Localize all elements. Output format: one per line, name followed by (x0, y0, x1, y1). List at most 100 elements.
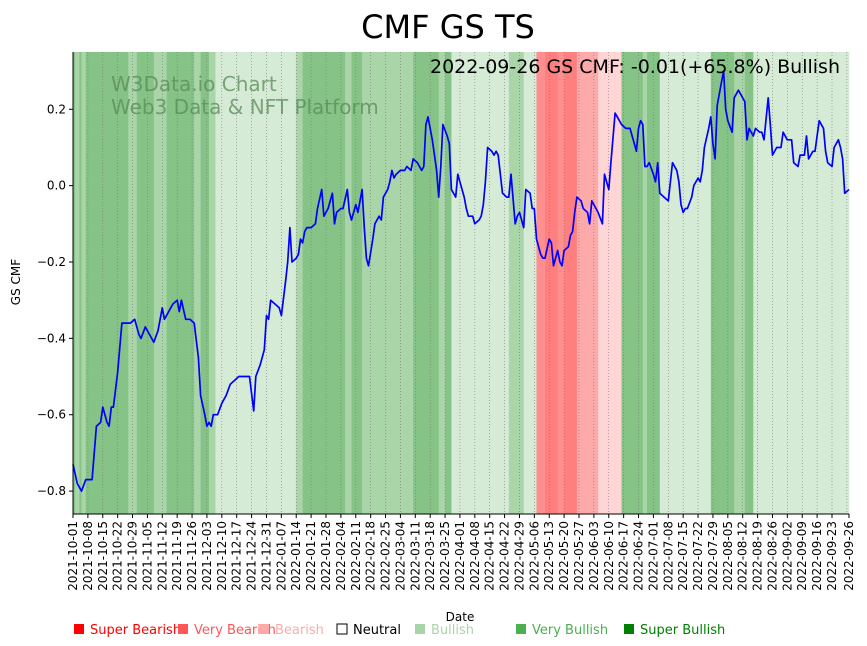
regime-band-neutral-green (523, 52, 537, 514)
x-tick-label: 2022-05-06 (527, 521, 541, 591)
regime-band-very-bullish (73, 52, 76, 514)
legend-label: Bearish (275, 623, 324, 638)
legend-label: Super Bullish (640, 623, 725, 638)
date-gridlines (72, 52, 848, 514)
regime-band-very-bearish (564, 52, 578, 514)
cmf-line (72, 70, 850, 492)
x-tick-label: 2022-08-26 (765, 521, 779, 591)
regime-band-bullish (362, 52, 414, 514)
regime-band-bullish (438, 52, 446, 514)
x-tick-label: 2022-07-01 (646, 521, 660, 591)
regime-band-very-bullish (136, 52, 155, 514)
x-tick-label: 2022-08-12 (736, 521, 750, 591)
x-tick-label: 2022-04-01 (453, 521, 467, 591)
x-tick-label: 2021-10-22 (111, 521, 125, 591)
x-tick-label: 2022-04-29 (512, 521, 526, 591)
regime-band-very-bullish (166, 52, 195, 514)
x-tick-label: 2022-03-11 (408, 521, 422, 591)
x-tick-label: 2021-10-15 (96, 521, 110, 591)
legend-label: Very Bullish (532, 623, 608, 638)
x-tick-label: 2021-10-29 (126, 521, 140, 591)
watermark-line-1: W3Data.io Chart (111, 72, 277, 96)
regime-band-neutral-green (451, 52, 510, 514)
x-tick-label: 2022-06-17 (617, 521, 631, 591)
legend: Super Bearish Very Bearish Bearish Neutral B… (74, 623, 725, 638)
legend-label: Very Bearish (194, 623, 276, 638)
regime-band-bullish (642, 52, 648, 514)
x-tick-label: 2022-05-20 (557, 521, 571, 591)
regime-band-bearish (576, 52, 584, 514)
x-tick-label: 2021-10-08 (81, 521, 95, 591)
y-tick-label: 0.2 (47, 102, 66, 116)
x-tick-label: 2022-09-02 (780, 521, 794, 591)
legend-swatch (624, 624, 634, 634)
axes (72, 52, 849, 515)
x-tick-label: 2022-03-04 (393, 521, 407, 591)
x-tick-label: 2022-09-23 (825, 521, 839, 591)
y-tick-label: −0.8 (37, 484, 66, 498)
x-tick-label: 2021-12-03 (200, 521, 214, 591)
x-tick-label: 2021-11-26 (185, 521, 199, 591)
regime-band-bearish-light (598, 52, 622, 514)
x-tick-label: 2022-07-15 (676, 521, 690, 591)
legend-swatch (415, 624, 425, 634)
x-tick-label: 2022-04-15 (483, 521, 497, 591)
regime-band-bullish (508, 52, 525, 514)
regime-band-very-bullish (351, 52, 363, 514)
regime-band-bullish (81, 52, 87, 514)
legend-label: Neutral (353, 623, 401, 638)
regime-band-neutral-green (215, 52, 297, 514)
x-tick-label: 2022-09-16 (810, 521, 824, 591)
x-tick-label: 2022-07-08 (661, 521, 675, 591)
regime-band-very-bearish (544, 52, 559, 514)
y-tick-label: −0.4 (37, 331, 66, 345)
regime-band-very-bullish (79, 52, 82, 514)
regime-band-very-bullish (744, 52, 754, 514)
regime-band-very-bullish (200, 52, 210, 514)
legend-swatch (259, 624, 269, 634)
legend-swatch (516, 624, 526, 634)
legend-swatch (74, 624, 84, 634)
x-tick-label: 2022-01-21 (304, 521, 318, 591)
legend-swatch (336, 623, 348, 635)
x-tick-label: 2022-01-14 (289, 521, 303, 591)
regime-band-very-bullish (621, 52, 631, 514)
watermark: W3Data.io Chart Web3 Data & NFT Platform (111, 72, 379, 119)
regime-band-bullish (296, 52, 303, 514)
legend-label: Bullish (431, 623, 474, 638)
x-tick-label: 2022-02-11 (349, 521, 363, 591)
regime-band-very-bullish (630, 52, 644, 514)
x-tick-label: 2022-08-19 (751, 521, 765, 591)
legend-label: Super Bearish (90, 623, 181, 638)
regime-band-bullish (75, 52, 80, 514)
x-tick-label: 2022-05-27 (572, 521, 586, 591)
y-tick-label: −0.2 (37, 255, 66, 269)
x-tick-label: 2022-03-25 (438, 521, 452, 591)
regime-band-neutral-green (753, 52, 850, 514)
x-tick-label: 2021-12-31 (259, 521, 273, 591)
x-tick-label: 2022-06-03 (587, 521, 601, 591)
x-tick-label: 2022-02-04 (334, 521, 348, 591)
x-tick-label: 2022-02-18 (364, 521, 378, 591)
x-tick-label: 2022-06-24 (632, 521, 646, 591)
regime-band-very-bullish (328, 52, 346, 514)
x-tick-label: 2022-03-18 (423, 521, 437, 591)
regime-band-bullish (153, 52, 167, 514)
x-tick-label: 2021-10-01 (66, 521, 80, 591)
regime-band-very-bullish (445, 52, 452, 514)
regime-band-bullish (734, 52, 746, 514)
regime-band-bullish (194, 52, 201, 514)
regime-band-very-bullish (85, 52, 116, 514)
x-axis-label: Date (446, 610, 475, 624)
headline-status: 2022-09-26 GS CMF: -0.01(+65.8%) Bullish (430, 56, 840, 78)
y-tick-label: −0.6 (37, 408, 66, 422)
regime-band-bearish-strong (536, 52, 546, 514)
y-tick-label: 0.0 (47, 179, 66, 193)
regime-band-neutral-green (659, 52, 712, 514)
regime-band-very-bullish (115, 52, 129, 514)
x-tick-label: 2021-11-05 (140, 521, 154, 591)
regime-band-bullish (209, 52, 216, 514)
y-axis-ticks: −0.8 −0.6 −0.4 −0.2 0.0 0.2 (37, 102, 73, 498)
x-tick-label: 2022-01-28 (319, 521, 333, 591)
